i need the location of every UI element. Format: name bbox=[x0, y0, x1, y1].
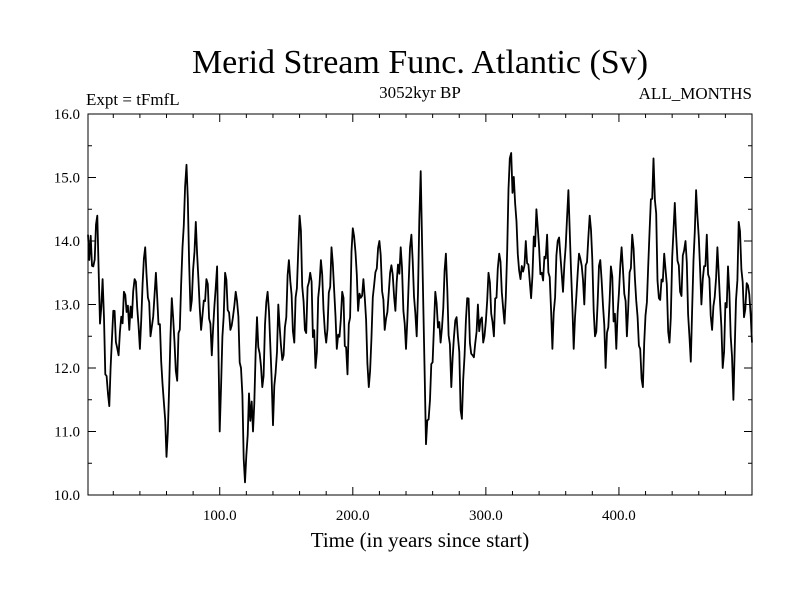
y-tick-label: 12.0 bbox=[54, 361, 80, 377]
months-label: ALL_MONTHS bbox=[639, 84, 752, 103]
y-tick-label: 13.0 bbox=[54, 298, 80, 314]
y-tick-label: 11.0 bbox=[54, 425, 80, 441]
y-tick-label: 16.0 bbox=[54, 107, 80, 123]
x-tick-label: 400.0 bbox=[602, 508, 636, 524]
chart-title: Merid Stream Func. Atlantic (Sv) bbox=[192, 44, 648, 81]
y-tick-label: 14.0 bbox=[54, 234, 80, 250]
period-label: 3052kyr BP bbox=[379, 83, 461, 102]
plot-frame bbox=[87, 113, 753, 496]
x-axis-label: Time (in years since start) bbox=[311, 528, 530, 552]
x-tick-label: 300.0 bbox=[469, 508, 503, 524]
x-tick-label: 200.0 bbox=[336, 508, 370, 524]
y-tick-label: 10.0 bbox=[54, 488, 80, 504]
experiment-label: Expt = tFmfL bbox=[86, 90, 180, 109]
series-line bbox=[87, 152, 753, 484]
x-tick-label: 100.0 bbox=[203, 508, 237, 524]
y-tick-label: 15.0 bbox=[54, 171, 80, 187]
